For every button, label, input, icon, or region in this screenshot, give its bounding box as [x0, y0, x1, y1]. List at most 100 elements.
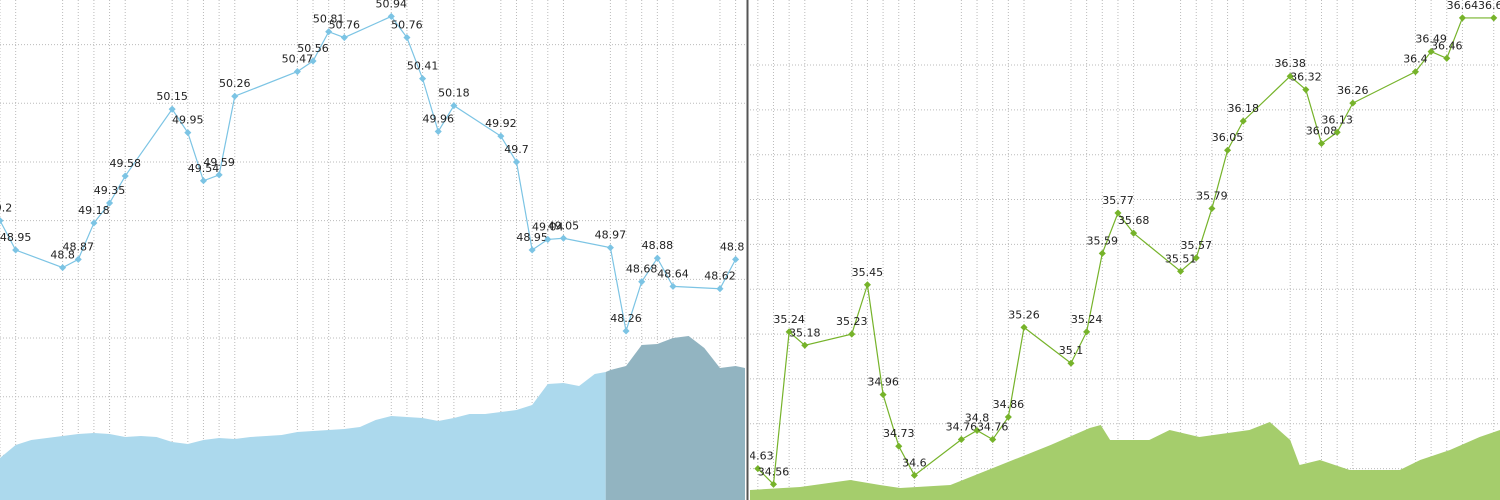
data-label: 49.7 [504, 143, 529, 156]
data-label: 48.26 [610, 312, 642, 325]
point [957, 435, 965, 443]
data-label: 48.62 [704, 270, 736, 283]
data-label: 36.38 [1274, 57, 1306, 70]
data-label: 48.87 [720, 240, 752, 253]
point [732, 255, 740, 263]
data-label: 50.76 [391, 19, 423, 32]
point [559, 234, 567, 242]
point [1208, 204, 1216, 213]
data-label: 36.26 [1337, 84, 1369, 97]
data-label: 34.76 [946, 420, 978, 433]
point [1349, 99, 1357, 107]
point [325, 28, 333, 36]
volume-area [0, 372, 606, 500]
point [754, 465, 762, 473]
data-label: 35.23 [836, 315, 868, 328]
data-label: 35.59 [1087, 234, 1119, 247]
data-label: 49.59 [203, 156, 235, 169]
point [0, 217, 4, 225]
data-label: 50.81 [313, 13, 345, 26]
point [90, 219, 98, 227]
volume-area [605, 336, 745, 500]
data-label: 48.8 [50, 249, 75, 262]
data-label: 35.1 [1059, 344, 1084, 357]
right-panel: 34.6334.5635.2435.1835.2335.4534.9634.73… [742, 0, 1500, 500]
data-label: 34.86 [993, 398, 1025, 411]
data-label: 48.64 [657, 267, 689, 280]
data-label: 50.76 [329, 19, 361, 32]
data-label: 48.95 [516, 231, 548, 244]
data-label: 49.95 [172, 114, 204, 127]
data-label: 49.58 [109, 157, 141, 170]
data-label: 36.64 [1447, 0, 1479, 12]
point [622, 327, 630, 335]
data-label: 35.77 [1102, 194, 1134, 207]
data-label: 48.97 [595, 229, 627, 242]
volume-area [750, 422, 1500, 500]
price-line [0, 15, 737, 332]
data-label: 35.24 [1071, 313, 1103, 326]
point [1224, 146, 1232, 154]
point [512, 158, 521, 166]
data-label: 50.47 [282, 53, 314, 66]
point [653, 254, 661, 262]
data-label: 35.68 [1118, 214, 1150, 227]
point [544, 235, 552, 243]
point [606, 244, 614, 252]
data-label: 50.18 [438, 87, 470, 100]
point [863, 281, 871, 289]
point [434, 127, 442, 135]
point [199, 177, 208, 185]
point [450, 102, 458, 110]
data-label: 35.45 [852, 266, 884, 279]
data-label: 49.04 [532, 220, 564, 233]
point [669, 282, 677, 290]
point [1443, 54, 1451, 62]
point [231, 92, 239, 100]
data-label: 49.35 [94, 184, 126, 197]
left-panel: 49.248.9548.848.8749.1849.3549.5850.1549… [0, 0, 752, 500]
point [895, 442, 903, 450]
point [716, 285, 724, 293]
data-label: 36.13 [1321, 113, 1353, 126]
data-label: 36.32 [1290, 71, 1322, 84]
data-label: 49.2 [0, 202, 12, 215]
point [59, 264, 67, 272]
point [419, 75, 427, 83]
price-line [757, 17, 1494, 486]
data-label: 34.73 [883, 427, 915, 440]
point [168, 105, 176, 113]
point [973, 426, 981, 435]
data-label: 49.54 [188, 162, 220, 175]
data-label: 34.8 [965, 411, 990, 424]
point [309, 57, 317, 65]
data-label: 48.87 [63, 240, 95, 253]
data-label: 36.64 [1478, 0, 1500, 12]
data-label: 36.46 [1431, 39, 1463, 52]
point [638, 278, 646, 286]
point [785, 328, 793, 336]
point [184, 129, 192, 137]
point [848, 330, 856, 338]
point [74, 255, 82, 263]
data-label: 34.56 [758, 465, 790, 478]
data-label: 50.26 [219, 77, 251, 90]
data-label: 50.56 [297, 42, 329, 55]
point [1098, 249, 1106, 257]
data-label: 50.41 [407, 60, 439, 73]
point [989, 435, 997, 443]
data-label: 35.79 [1196, 190, 1228, 203]
point [12, 246, 20, 254]
data-label: 36.4 [1403, 53, 1428, 66]
data-label: 34.63 [742, 450, 774, 463]
data-label: 49.18 [78, 204, 110, 217]
data-label: 36.05 [1212, 131, 1244, 144]
point [403, 34, 411, 42]
point [293, 68, 301, 76]
data-label: 35.51 [1165, 252, 1197, 265]
data-label: 34.96 [867, 376, 899, 389]
point [340, 34, 348, 42]
data-label: 35.26 [1008, 308, 1040, 321]
point [121, 172, 129, 180]
